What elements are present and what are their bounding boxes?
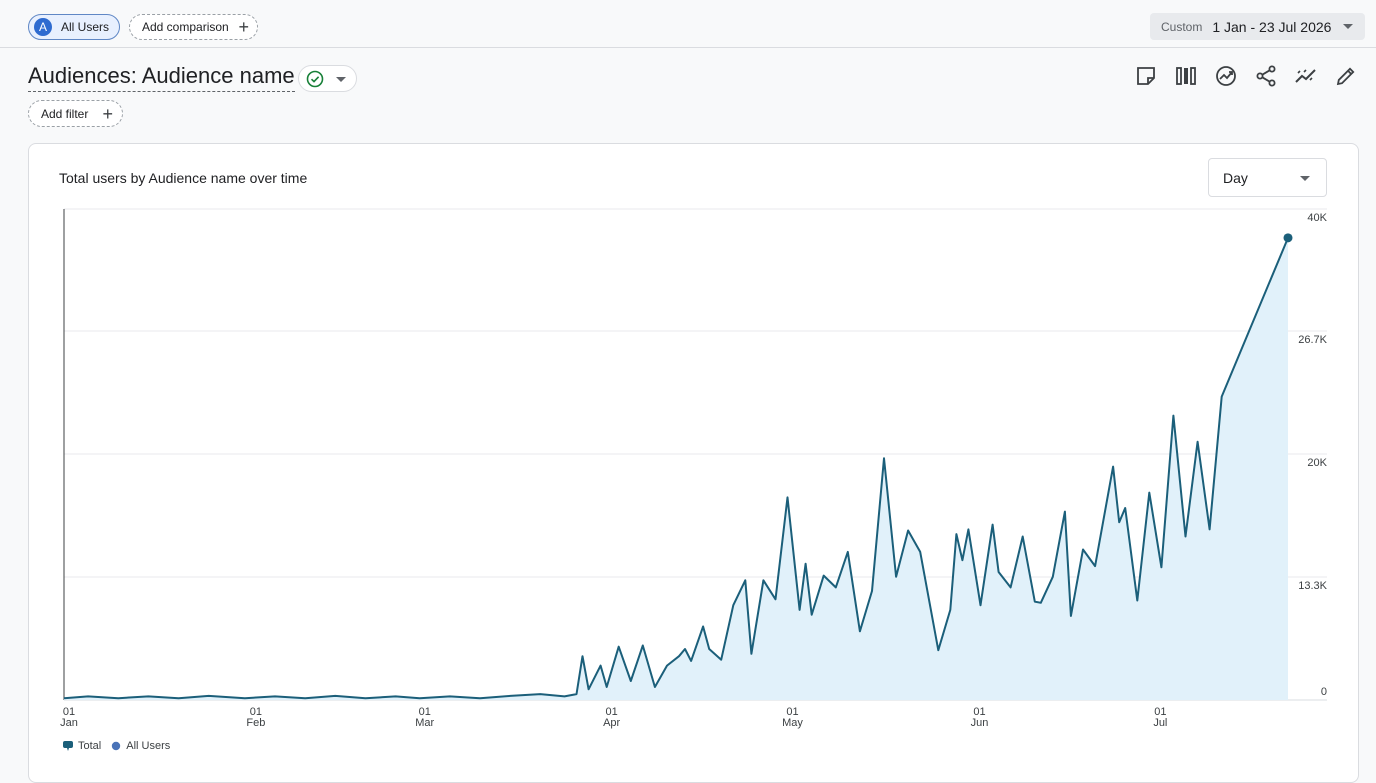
y-tick-label: 20K xyxy=(1307,457,1327,469)
legend-all-users-swatch xyxy=(112,741,121,751)
check-circle-icon xyxy=(306,70,324,88)
add-comparison-button[interactable]: Add comparison + xyxy=(129,14,258,40)
add-filter-label: Add filter xyxy=(41,106,89,121)
chevron-down-icon xyxy=(1300,176,1310,181)
comparison-chip-label: All Users xyxy=(61,20,110,34)
chart-card: Total users by Audience name over time D… xyxy=(28,143,1359,783)
granularity-select[interactable]: Day xyxy=(1208,158,1327,197)
x-tick-day-label: 01 xyxy=(1154,706,1166,718)
x-tick-month-label: Apr xyxy=(603,717,620,729)
add-filter-button[interactable]: Add filter + xyxy=(28,100,123,127)
date-range-value: 1 Jan - 23 Jul 2026 xyxy=(1212,18,1332,35)
add-comparison-label: Add comparison xyxy=(142,20,229,34)
granularity-value: Day xyxy=(1223,170,1248,186)
legend-total-swatch xyxy=(63,741,73,751)
x-tick-month-label: Jun xyxy=(971,717,989,729)
series-line-total xyxy=(63,237,1289,700)
compare-columns-icon[interactable] xyxy=(1174,64,1198,88)
y-tick-label: 40K xyxy=(1307,212,1327,224)
x-tick-month-label: Feb xyxy=(246,717,265,729)
x-tick-month-label: Mar xyxy=(415,717,434,729)
x-tick-month-label: Jul xyxy=(1153,717,1167,729)
y-tick-label: 13.3K xyxy=(1298,580,1327,592)
time-series-chart[interactable]: 013.3K20K26.7K40K01Jan01Feb01Mar01Apr01M… xyxy=(29,144,1358,734)
series-area-total xyxy=(64,237,1288,700)
insights-icon[interactable] xyxy=(1214,64,1238,88)
plus-icon: + xyxy=(102,103,113,124)
y-tick-label: 26.7K xyxy=(1298,334,1327,346)
top-bar: A All Users Add comparison + Custom 1 Ja… xyxy=(0,0,1376,48)
audience-status-dropdown[interactable] xyxy=(298,65,357,92)
date-range-mode: Custom xyxy=(1161,19,1203,34)
x-tick-month-label: May xyxy=(782,717,803,729)
legend-item-total[interactable]: Total xyxy=(63,740,101,752)
x-tick-day-label: 01 xyxy=(63,706,75,718)
chart-legend: Total All Users xyxy=(63,740,180,752)
y-tick-label: 0 xyxy=(1321,686,1327,698)
share-icon[interactable] xyxy=(1254,64,1278,88)
trend-analysis-icon[interactable] xyxy=(1294,64,1318,88)
report-toolbar xyxy=(1134,64,1364,88)
legend-total-label: Total xyxy=(78,740,102,752)
plus-icon: + xyxy=(238,17,249,37)
edit-icon[interactable] xyxy=(1334,64,1358,88)
x-tick-day-label: 01 xyxy=(973,706,985,718)
comparison-chip-all-users[interactable]: A All Users xyxy=(28,14,120,40)
x-tick-day-label: 01 xyxy=(250,706,262,718)
date-range-picker[interactable]: Custom 1 Jan - 23 Jul 2026 xyxy=(1150,13,1365,40)
x-tick-month-label: Jan xyxy=(60,717,78,729)
x-tick-day-label: 01 xyxy=(419,706,431,718)
note-icon[interactable] xyxy=(1134,64,1158,88)
x-tick-day-label: 01 xyxy=(786,706,798,718)
chart-title: Total users by Audience name over time xyxy=(59,170,308,186)
legend-item-all-users[interactable]: All Users xyxy=(111,740,170,752)
chevron-down-icon xyxy=(1343,24,1353,29)
legend-all-users-label: All Users xyxy=(126,740,171,752)
chevron-down-icon xyxy=(336,77,346,82)
page-title[interactable]: Audiences: Audience name xyxy=(28,62,295,92)
series-end-point xyxy=(1283,233,1293,243)
x-tick-day-label: 01 xyxy=(606,706,618,718)
avatar: A xyxy=(34,18,52,36)
